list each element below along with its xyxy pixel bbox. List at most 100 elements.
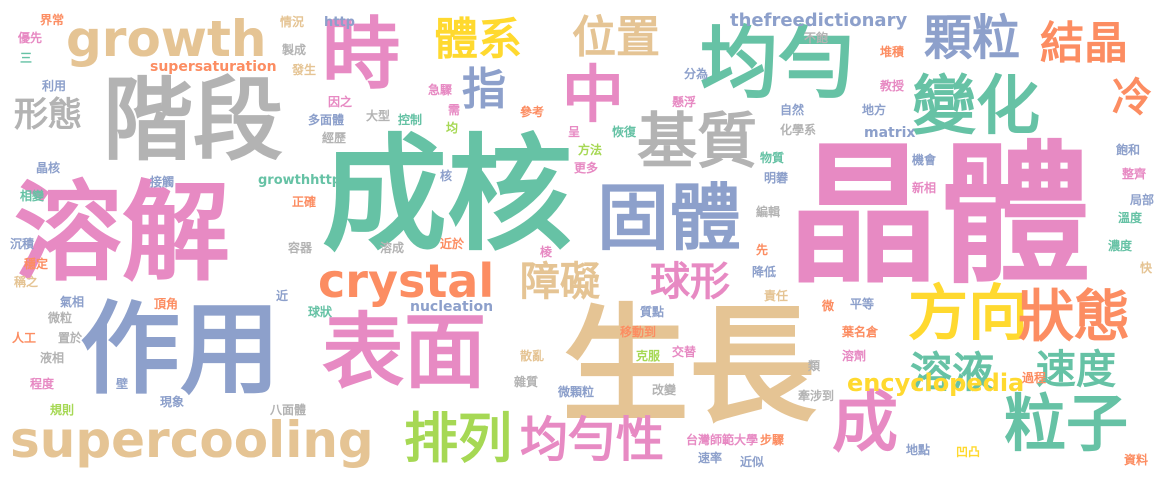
word: thefreedictionary [730,10,908,31]
word: 成 [832,384,898,461]
word: 分為 [684,67,709,81]
word: 溫度 [1118,211,1143,225]
word: 參考 [520,105,545,119]
word: 製成 [282,43,307,57]
word: 表面 [322,305,487,400]
word: 基質 [637,107,757,177]
word: 優先 [18,31,43,45]
word: 時 [322,10,401,100]
word: 控制 [398,113,423,127]
word: 形態 [14,95,82,135]
word: 恢復 [612,125,637,139]
word: 人工 [12,331,37,345]
word: 經歷 [322,131,347,145]
word: 責任 [764,289,789,303]
word: 狀態 [1018,285,1130,350]
word: 局部 [1130,193,1155,207]
word: 方向 [908,279,1028,349]
word: 克服 [636,349,661,363]
word: 核 [440,169,453,183]
word: 微粒 [48,311,73,325]
word: 成核 [322,123,572,268]
word: http [324,15,355,30]
word: 三 [20,51,33,65]
word: 雜質 [514,375,539,389]
word: 教授 [880,79,905,93]
word: 程度 [30,377,55,391]
word: 球形 [650,259,730,305]
word: 編輯 [756,205,781,219]
word: growthhttp [258,173,342,188]
word: 均勻性 [520,412,665,468]
word: 資料 [1124,453,1149,467]
word: 化學系 [780,123,817,137]
word: 步驟 [760,433,785,447]
word: 溶劑 [842,349,867,363]
word: 接觸 [150,175,175,189]
word: 容器 [288,241,313,255]
word: 情況 [280,15,305,29]
word: 置於 [58,331,83,345]
word: 新相 [912,181,937,195]
word: 明礬 [764,171,789,185]
word: 整齊 [1122,167,1147,181]
word: 不飽 [804,31,829,45]
word: 近 [276,289,289,303]
word: 階段 [103,68,283,173]
word: 葉名倉 [842,325,879,339]
word: 八面體 [270,403,307,417]
word: 近似 [740,455,765,469]
word: supercooling [10,411,374,469]
word: 均勻 [700,19,857,109]
word: 變化 [912,70,1040,144]
word: 結晶 [1040,18,1128,69]
word: 球狀 [308,305,333,319]
word: 微顆粒 [558,385,595,399]
word: 快 [1140,261,1153,275]
word: 平等 [850,297,875,311]
word: supersaturation [150,59,277,75]
word: 物質 [760,151,785,165]
word: 生長 [562,292,817,440]
word: 多面體 [308,113,345,127]
word: 過程 [1022,371,1047,385]
word: 利用 [42,79,67,93]
word: 先 [756,243,769,257]
word: 均 [446,121,459,135]
word: 自然 [780,103,805,117]
word: 排列 [404,407,512,470]
word: 障礙 [520,259,600,305]
word: 更多 [574,161,599,175]
word: 顆粒 [924,10,1021,66]
word: 晶核 [36,161,61,175]
word: 沉積 [10,237,35,251]
word: 相變 [20,189,45,203]
word: 類 [808,359,821,373]
word: matrix [864,125,916,141]
word: 位置 [572,12,660,63]
word: 溶解 [14,171,231,296]
word: 氣相 [60,295,85,309]
word: 改變 [652,383,677,397]
word: growth [66,10,267,68]
word: 微 [822,299,835,313]
word: 質點 [640,305,665,319]
word: 頂角 [154,297,179,311]
word: 飽和 [1116,143,1141,157]
word: 體系 [434,14,522,65]
word: 液相 [40,351,65,365]
word: 凹凸 [956,445,981,459]
word: 急驟 [428,83,453,97]
word: 溶成 [380,241,405,255]
word: 粒子 [1004,387,1129,460]
word: 稱之 [14,275,39,289]
word: encyclopedia [847,369,1025,397]
word: 機會 [912,153,937,167]
word: 牽涉到 [798,389,835,403]
word: 堆積 [880,45,905,59]
word: 作用 [80,291,280,408]
word: nucleation [410,299,494,315]
word: 穩定 [24,257,49,271]
word: 現象 [160,395,185,409]
